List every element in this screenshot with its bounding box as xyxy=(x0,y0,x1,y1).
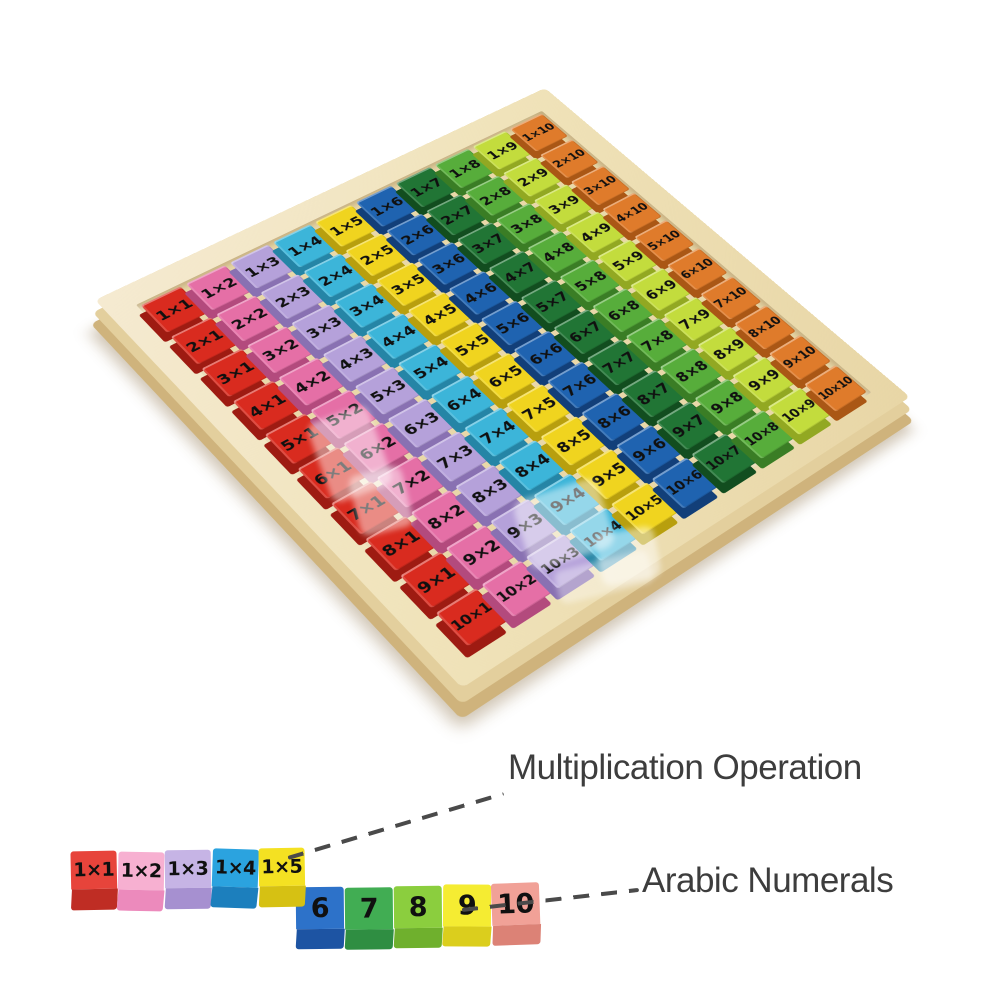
cube-front-face xyxy=(344,929,394,950)
cube-front-face xyxy=(393,927,443,949)
leader-line-multiplication xyxy=(287,791,505,860)
numeral-block-7: 7 xyxy=(344,887,394,950)
cube-front-face xyxy=(295,928,345,950)
cube-label: 1×3 xyxy=(164,849,212,889)
operation-block-1×3: 1×3 xyxy=(164,849,212,910)
cube-front-face xyxy=(210,886,259,909)
operation-blocks-row: 1×1 1×2 1×3 1×4 1×5 xyxy=(70,847,306,912)
numeral-block-10: 10 xyxy=(490,882,542,946)
cube-label: 1×4 xyxy=(211,848,260,888)
operation-block-1×1: 1×1 xyxy=(70,850,118,911)
cube-label: 7 xyxy=(344,887,394,930)
cube-label: 1×1 xyxy=(70,850,118,890)
numeral-block-9: 9 xyxy=(442,884,492,947)
operation-block-1×4: 1×4 xyxy=(210,848,260,909)
cube-front-face xyxy=(492,924,542,946)
operation-block-1×2: 1×2 xyxy=(116,851,165,912)
numeral-blocks-row: 678910 xyxy=(295,882,542,950)
cube-front-face xyxy=(164,887,212,910)
cube-label: 8 xyxy=(393,885,443,929)
cube-label: 1×2 xyxy=(117,851,165,891)
cube-front-face xyxy=(258,885,306,908)
board-field: 1×1 1×2 1×3 1×4 1×5 1×6 1×7 1×8 1×9 1×10 2×1 2×2 2×3… xyxy=(136,110,872,651)
label-arabic-numerals: Arabic Numerals xyxy=(642,861,894,900)
label-multiplication-operation: Multiplication Operation xyxy=(508,748,862,787)
cube-front-face xyxy=(70,888,118,911)
numeral-block-8: 8 xyxy=(393,885,443,949)
cube-front-face xyxy=(442,926,492,947)
cube-front-face xyxy=(116,889,165,912)
multiplication-board: 1×1 1×2 1×3 1×4 1×5 1×6 1×7 1×8 1×9 1×10 2×1 2×2 2×3… xyxy=(95,88,911,688)
